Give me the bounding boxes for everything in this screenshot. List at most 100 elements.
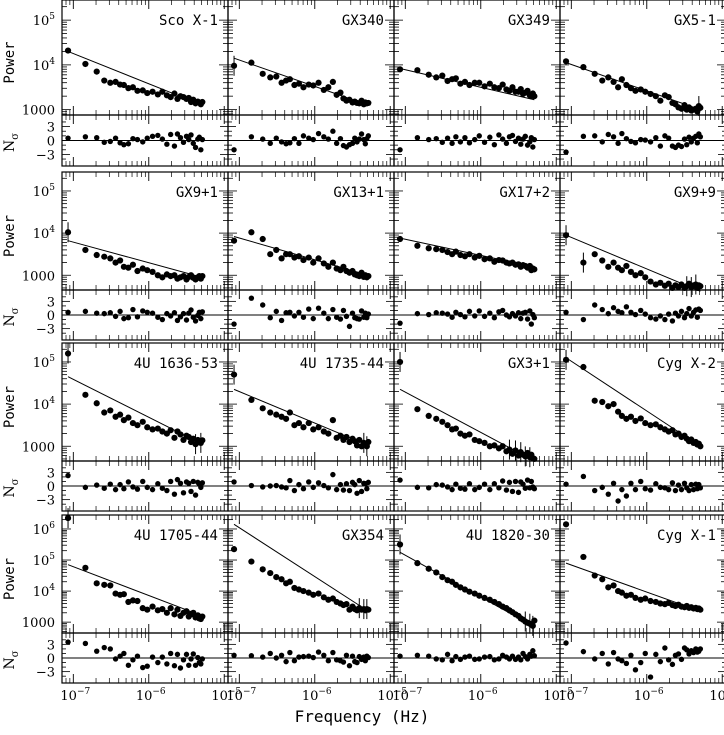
power-point	[154, 91, 161, 98]
power-point	[273, 73, 280, 80]
residual-point	[107, 481, 113, 487]
x-tick-label: 10−6	[634, 687, 664, 704]
residual-point	[310, 136, 316, 143]
residual-point	[657, 484, 664, 491]
power-point	[356, 436, 363, 444]
power-point	[439, 574, 446, 581]
residual-point	[306, 306, 312, 312]
power-point	[615, 408, 622, 415]
residual-point	[365, 133, 372, 139]
residual-point	[159, 485, 166, 491]
power-point	[300, 424, 307, 431]
residual-point	[125, 479, 132, 485]
power-point	[107, 582, 114, 589]
power-point	[310, 591, 317, 598]
power-point	[134, 267, 141, 275]
power-point	[433, 569, 440, 576]
power-point	[174, 606, 181, 613]
power-point	[365, 606, 372, 613]
residual-point	[365, 479, 372, 486]
residual-point	[466, 481, 473, 487]
power-point	[452, 581, 459, 588]
power-point	[433, 246, 440, 253]
residual-point	[619, 130, 625, 137]
residual-point	[449, 486, 455, 493]
residual-point	[653, 135, 659, 141]
x-tick-label: 10−7	[392, 687, 422, 704]
power-point	[183, 608, 190, 615]
residual-point	[171, 143, 178, 149]
residual-point	[248, 134, 255, 140]
power-point	[149, 88, 156, 95]
residual-point	[101, 139, 107, 146]
power-point	[171, 611, 178, 618]
panel-title: Cyg X-2	[657, 356, 716, 372]
power-point	[599, 576, 606, 583]
residual-point	[310, 484, 316, 491]
power-point	[343, 601, 350, 608]
residual-point	[515, 489, 522, 496]
x-axis-label: Frequency (Hz)	[294, 707, 430, 726]
power-point	[167, 427, 174, 434]
residual-point	[315, 480, 322, 486]
power-point	[329, 417, 336, 424]
residual-point	[273, 135, 279, 141]
power-point	[171, 90, 178, 97]
residual-point	[686, 134, 692, 140]
power-point	[452, 248, 459, 255]
power-point	[697, 606, 704, 613]
residual-point	[337, 481, 344, 488]
residual-point	[65, 309, 71, 315]
residual-point	[321, 134, 327, 140]
residual-point	[439, 657, 445, 663]
residual-point	[291, 313, 298, 319]
residual-point	[642, 650, 648, 657]
power-point	[531, 617, 538, 624]
residual-point	[638, 307, 644, 314]
power-point	[610, 78, 617, 85]
residual-point	[340, 659, 347, 665]
power-point	[486, 255, 493, 262]
residual-point	[657, 143, 664, 149]
residual-point	[619, 486, 625, 493]
residual-point	[192, 144, 199, 151]
residual-point	[273, 655, 279, 661]
residual-point	[340, 307, 347, 314]
residual-point	[167, 313, 174, 319]
residual-point	[647, 315, 654, 321]
residual-point	[628, 309, 634, 315]
residual-point	[487, 486, 493, 493]
power-point	[134, 87, 141, 94]
residual-point	[515, 135, 522, 141]
residual-point	[397, 320, 403, 326]
residual-point	[65, 472, 71, 479]
power-point	[439, 418, 446, 425]
power-point	[466, 81, 473, 89]
power-point	[531, 455, 538, 462]
residual-point	[657, 313, 664, 319]
residual-point	[310, 654, 316, 661]
model-line	[67, 240, 203, 278]
residual-point	[278, 652, 285, 658]
residual-point	[563, 481, 569, 487]
power-point	[159, 274, 166, 281]
residual-point	[433, 481, 439, 488]
residual-point	[296, 309, 302, 315]
residual-point	[231, 479, 237, 485]
power-point	[144, 267, 151, 274]
residual-point	[531, 653, 538, 659]
residual-point	[321, 652, 327, 658]
residual-point	[121, 650, 127, 657]
residual-point	[167, 131, 174, 138]
power-point	[273, 411, 280, 418]
power-point	[320, 594, 327, 601]
power-point	[154, 425, 161, 432]
residual-point	[684, 310, 690, 317]
panel-title: 4U 1735-44	[300, 356, 384, 372]
power-point	[149, 268, 156, 275]
residual-point	[684, 141, 690, 148]
residual-point	[426, 653, 432, 659]
residual-point	[481, 139, 488, 146]
residual-point	[149, 133, 156, 140]
residual-point	[267, 315, 273, 321]
